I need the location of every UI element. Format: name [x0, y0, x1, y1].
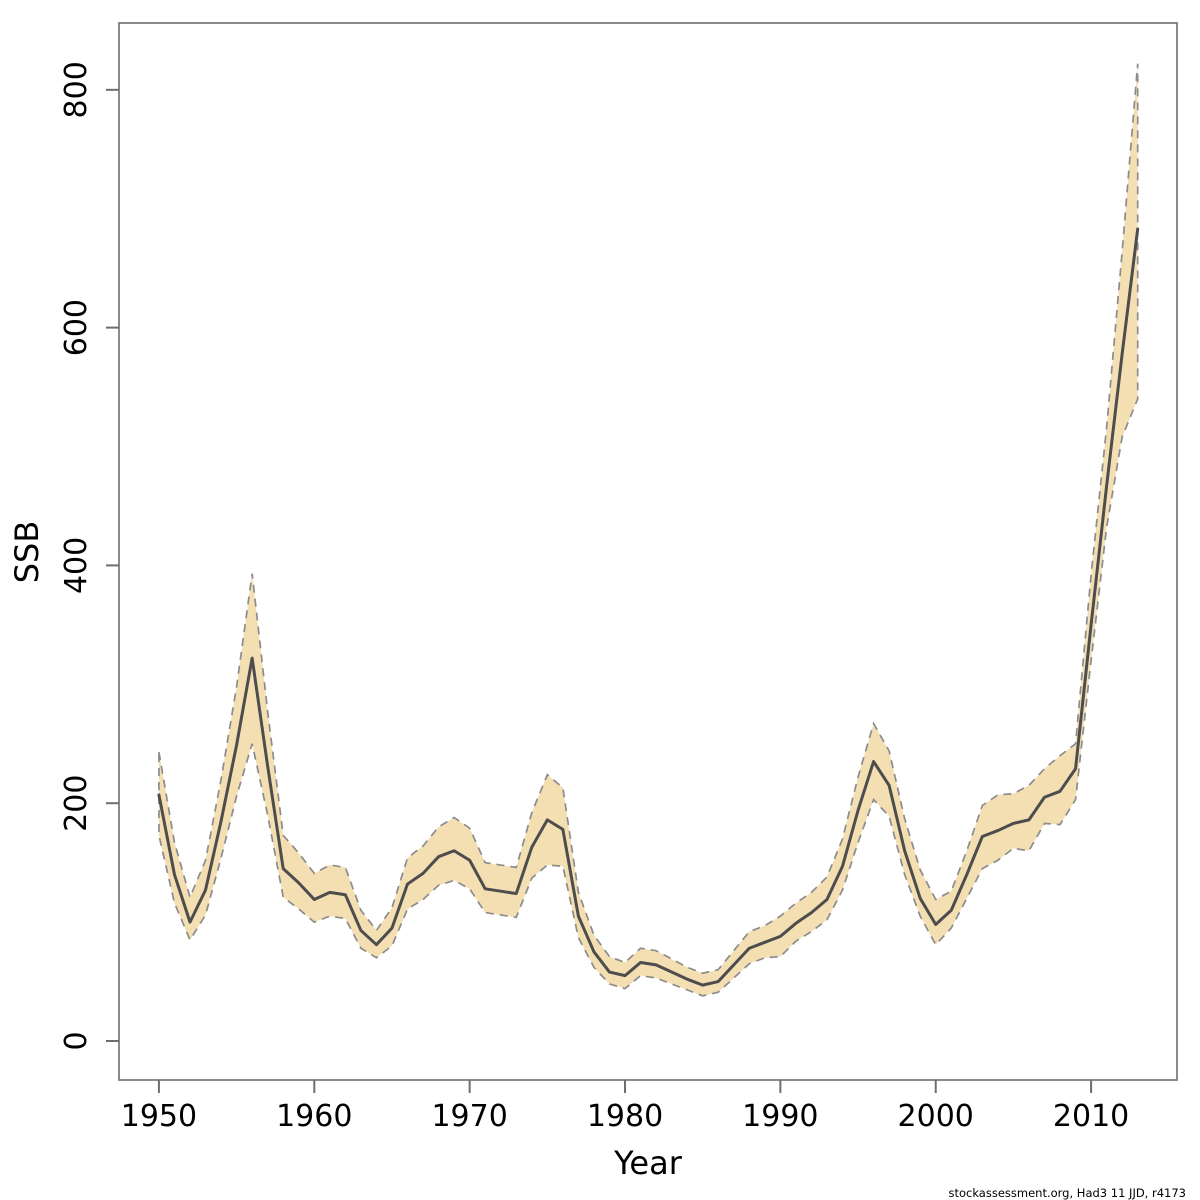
x-axis-tick-label: 2010: [1053, 1099, 1129, 1134]
watermark-text: stockassessment.org, Had3 11 JJD, r4173: [948, 1186, 1186, 1200]
x-axis-tick-label: 1980: [587, 1099, 663, 1134]
ssb-line: [157, 227, 1140, 987]
x-axis-tick-label: 1970: [431, 1099, 507, 1134]
plot-layers: 1950 1960 1970 1980 1990 2000 2010 0 200 400 600 80…: [59, 22, 1178, 1134]
y-axis-tick-label: 0: [59, 1031, 94, 1050]
y-axis-title: SSB: [8, 521, 46, 584]
y-axis-tick-label: 200: [59, 775, 94, 832]
x-axis-title: Year: [613, 1144, 683, 1182]
x-axis-tick-label: 2000: [898, 1099, 974, 1134]
confidence-band: [158, 63, 1139, 997]
x-axis-tick-label: 1950: [121, 1099, 197, 1134]
x-axis-tick-label: 1960: [276, 1099, 352, 1134]
y-axis-tick-label: 600: [59, 299, 94, 356]
y-axis-tick-label: 800: [59, 61, 94, 118]
plot-box: [118, 22, 1178, 1081]
y-axis-tick-label: 400: [59, 537, 94, 594]
x-axis-tick-label: 1990: [742, 1099, 818, 1134]
